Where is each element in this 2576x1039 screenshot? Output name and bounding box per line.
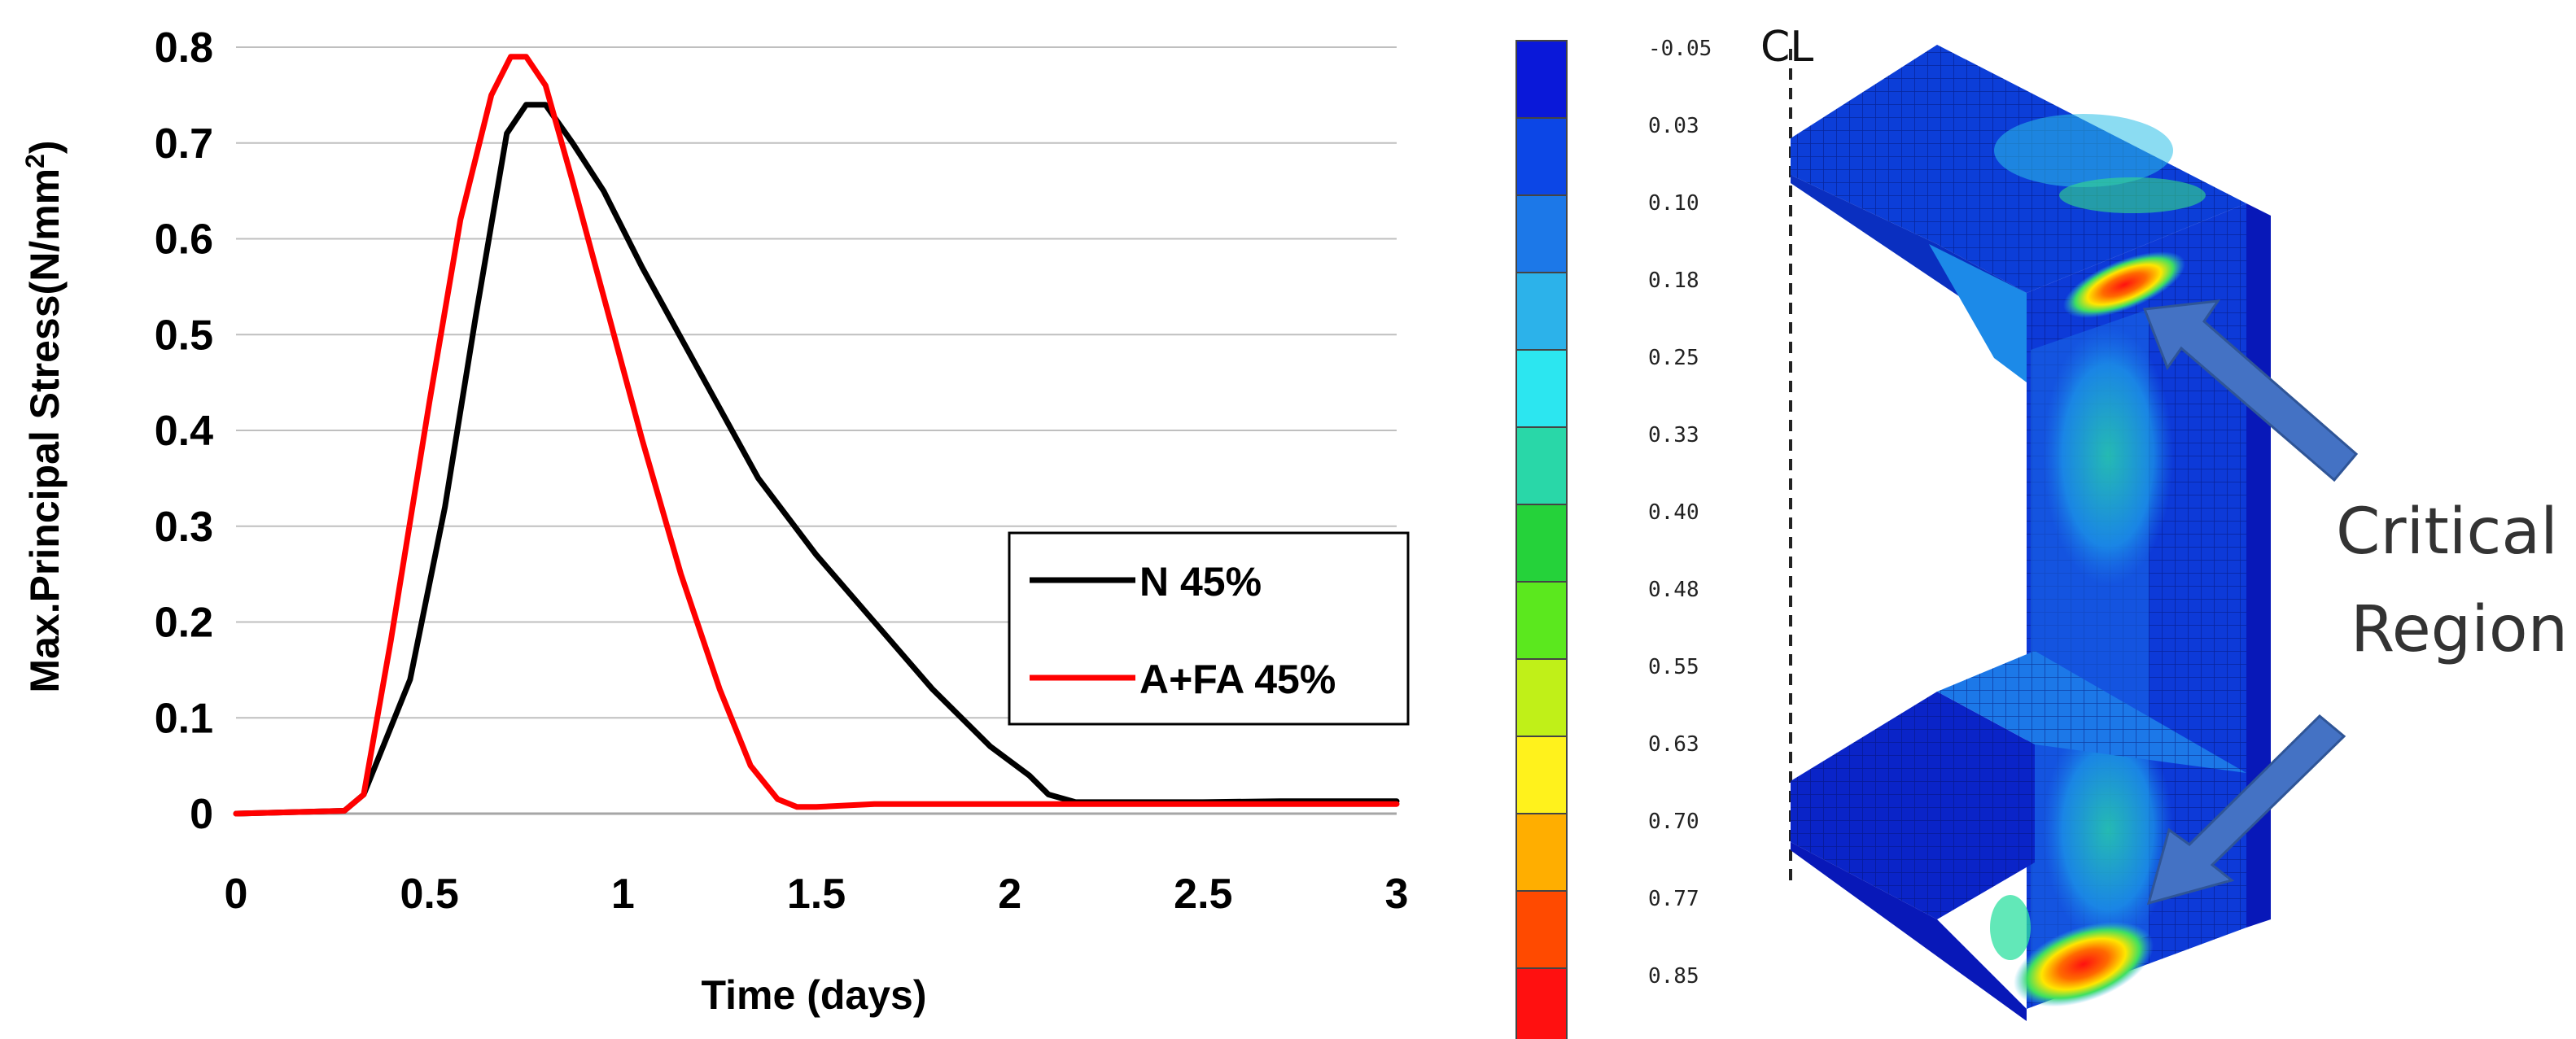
y-tick-label-6: 0.6 bbox=[155, 216, 213, 264]
y-axis-title: Max.Principal Stress(N/mm2) bbox=[20, 140, 68, 692]
top-fillet bbox=[1929, 244, 2027, 382]
colorbar-swatch-2 bbox=[1515, 194, 1568, 273]
y-tick-label-8: 0.8 bbox=[155, 24, 213, 72]
fem-contour-plot: CL Critical Region bbox=[1760, 23, 2568, 1021]
colorbar-swatch-5 bbox=[1515, 426, 1568, 505]
bottom-flange-upper-mesh bbox=[1937, 651, 2246, 773]
x-tick-label-0: 0 bbox=[225, 871, 248, 918]
x-tick-label-1: 0.5 bbox=[400, 871, 459, 918]
chart-gridlines bbox=[236, 46, 1397, 815]
x-tick-label-3: 1.5 bbox=[787, 871, 846, 918]
callout-region: Region bbox=[2351, 593, 2568, 666]
stress-line-chart: 00.10.20.30.40.50.60.70.8 0 0.5 1 1.5 2 2.5 3 … bbox=[20, 24, 1410, 1018]
colorbar-swatch-1 bbox=[1515, 117, 1568, 196]
colorbar-label-6: 0.40 bbox=[1648, 500, 1699, 525]
y-tick-label-2: 0.2 bbox=[155, 600, 213, 647]
colorbar-swatch-0 bbox=[1515, 40, 1568, 119]
x-tick-label-2: 1 bbox=[611, 871, 635, 918]
colorbar-swatch-4 bbox=[1515, 349, 1568, 428]
y-axis-ticks: 0 0.1 0.2 0.3 0.4 0.5 0.6 0.7 0.8 bbox=[155, 24, 213, 838]
colorbar-swatch-11 bbox=[1515, 890, 1568, 969]
top-critical-hotspot bbox=[2062, 251, 2186, 318]
series-line-0 bbox=[233, 102, 1400, 817]
legend-label-n45: N 45% bbox=[1139, 559, 1262, 605]
colorbar-label-12: 0.85 bbox=[1648, 964, 1699, 989]
colorbar-swatch-3 bbox=[1515, 272, 1568, 351]
web-lower-warm-zone bbox=[2043, 716, 2173, 944]
critical-region-arrow-upper bbox=[2142, 299, 2359, 482]
colorbar-swatch-8 bbox=[1515, 658, 1568, 737]
chart-legend: N 45% A+FA 45% bbox=[1008, 531, 1410, 726]
colorbar-swatch-7 bbox=[1515, 581, 1568, 660]
colorbar-label-4: 0.25 bbox=[1648, 346, 1699, 370]
y-tick-label-1: 0.1 bbox=[155, 695, 213, 742]
colorbar-swatch-9 bbox=[1515, 736, 1568, 814]
y-tick-label-7: 0.7 bbox=[155, 120, 213, 168]
bottom-fillet-green bbox=[1990, 895, 2031, 960]
y-tick-label-4: 0.4 bbox=[155, 408, 213, 455]
chart-series bbox=[233, 54, 1400, 817]
colorbar-label-2: 0.10 bbox=[1648, 191, 1699, 216]
colorbar-label-8: 0.55 bbox=[1648, 655, 1699, 679]
colorbar-label-7: 0.48 bbox=[1648, 578, 1699, 602]
stress-colorbar: -0.05 0.03 0.10 0.18 0.25 0.33 0.40 0.48 0.55 0.6… bbox=[1515, 37, 1712, 1039]
x-tick-label-4: 2 bbox=[998, 871, 1021, 918]
bottom-critical-hotspot bbox=[2014, 921, 2154, 1007]
x-tick-label-6: 3 bbox=[1385, 871, 1409, 918]
web-upper-warm-zone bbox=[2043, 325, 2173, 586]
x-axis-title: Time (days) bbox=[702, 972, 927, 1018]
x-tick-label-5: 2.5 bbox=[1174, 871, 1232, 918]
centerline-label: CL bbox=[1760, 23, 1813, 72]
colorbar-label-9: 0.63 bbox=[1648, 732, 1699, 757]
legend-box bbox=[1008, 531, 1410, 726]
bottom-flange-mesh bbox=[1791, 692, 2035, 919]
colorbar-label-10: 0.70 bbox=[1648, 810, 1699, 834]
x-axis-ticks: 0 0.5 1 1.5 2 2.5 3 bbox=[225, 871, 1409, 918]
y-tick-label-5: 0.5 bbox=[155, 312, 213, 359]
callout-critical: Critical bbox=[2336, 495, 2558, 569]
colorbar-label-1: 0.03 bbox=[1648, 114, 1699, 138]
top-flange-warm-zone bbox=[1994, 114, 2173, 187]
colorbar-swatch-10 bbox=[1515, 813, 1568, 892]
critical-region-arrow-lower bbox=[2146, 714, 2346, 906]
bottom-flange-edge bbox=[1791, 842, 2027, 1021]
colorbar-label-3: 0.18 bbox=[1648, 268, 1699, 293]
y-tick-label-0: 0 bbox=[190, 791, 213, 838]
series-line-1 bbox=[233, 54, 1400, 817]
y-tick-label-3: 0.3 bbox=[155, 504, 213, 551]
colorbar-label-11: 0.77 bbox=[1648, 887, 1699, 911]
colorbar-swatch-6 bbox=[1515, 504, 1568, 583]
colorbar-label-5: 0.33 bbox=[1648, 423, 1699, 447]
legend-label-afa45: A+FA 45% bbox=[1139, 657, 1336, 702]
colorbar-swatch-12 bbox=[1515, 967, 1568, 1039]
top-flange-edge-green bbox=[2059, 177, 2206, 213]
colorbar-label-0: -0.05 bbox=[1648, 37, 1712, 61]
